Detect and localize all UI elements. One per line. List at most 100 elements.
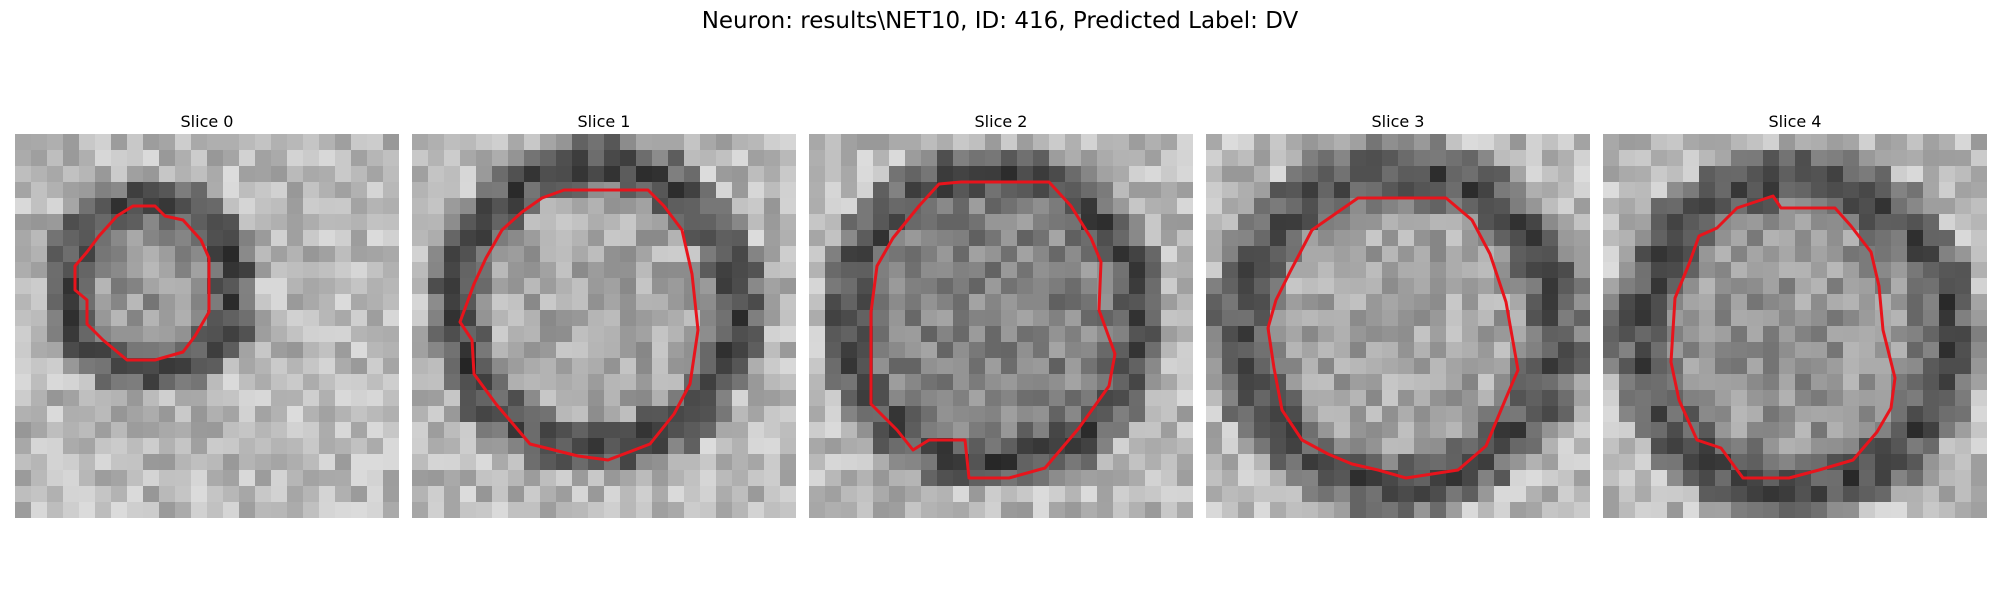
image-pixel (460, 374, 477, 391)
image-pixel (1795, 486, 1812, 503)
image-pixel (255, 422, 272, 439)
image-pixel (1731, 358, 1748, 375)
image-pixel (1462, 438, 1479, 455)
image-pixel (1398, 246, 1415, 263)
image-pixel (1542, 390, 1559, 407)
image-pixel (764, 310, 781, 327)
image-pixel (1113, 374, 1130, 391)
image-pixel (1001, 198, 1018, 215)
image-pixel (1795, 278, 1812, 295)
image-pixel (191, 374, 208, 391)
image-pixel (1462, 182, 1479, 199)
image-pixel (1667, 230, 1684, 247)
image-pixel (351, 294, 368, 311)
image-pixel (1843, 502, 1860, 518)
image-pixel (1542, 422, 1559, 439)
image-pixel (1478, 390, 1495, 407)
image-pixel (1129, 374, 1146, 391)
image-pixel (780, 454, 796, 471)
image-pixel (1398, 182, 1415, 199)
image-pixel (540, 166, 557, 183)
image-pixel (223, 198, 240, 215)
image-pixel (1129, 486, 1146, 503)
image-pixel (460, 406, 477, 423)
image-pixel (921, 262, 938, 279)
image-pixel (1177, 278, 1193, 295)
image-pixel (1446, 166, 1463, 183)
image-pixel (1065, 246, 1082, 263)
image-pixel (1795, 294, 1812, 311)
image-pixel (1843, 438, 1860, 455)
image-pixel (1017, 502, 1034, 518)
image-pixel (1033, 310, 1050, 327)
image-pixel (1222, 150, 1239, 167)
image-pixel (841, 326, 858, 343)
image-pixel (79, 502, 96, 518)
image-pixel (1651, 134, 1668, 151)
image-pixel (351, 342, 368, 359)
image-pixel (764, 454, 781, 471)
image-pixel (873, 166, 890, 183)
image-pixel (780, 374, 796, 391)
image-pixel (905, 438, 922, 455)
image-pixel (1574, 278, 1590, 295)
image-pixel (1334, 438, 1351, 455)
slice-panel-1: Slice 1 (412, 110, 796, 518)
image-pixel (223, 374, 240, 391)
slice-panel-3: Slice 3 (1206, 110, 1590, 518)
image-pixel (444, 310, 461, 327)
image-pixel (460, 134, 477, 151)
image-pixel (428, 486, 445, 503)
image-pixel (1859, 214, 1876, 231)
image-pixel (1254, 406, 1271, 423)
image-pixel (1350, 182, 1367, 199)
image-pixel (985, 502, 1002, 518)
slice-image (1603, 134, 1987, 518)
image-pixel (780, 230, 796, 247)
image-pixel (1350, 342, 1367, 359)
image-pixel (15, 278, 32, 295)
image-pixel (223, 486, 240, 503)
image-pixel (303, 278, 320, 295)
image-pixel (271, 246, 288, 263)
image-pixel (1177, 390, 1193, 407)
image-pixel (1811, 310, 1828, 327)
image-pixel (79, 230, 96, 247)
image-pixel (1494, 486, 1511, 503)
image-pixel (287, 326, 304, 343)
image-pixel (1542, 294, 1559, 311)
image-pixel (1859, 470, 1876, 487)
image-pixel (1891, 390, 1908, 407)
image-pixel (1891, 438, 1908, 455)
image-pixel (1081, 198, 1098, 215)
image-pixel (1683, 390, 1700, 407)
image-pixel (985, 166, 1002, 183)
image-pixel (764, 134, 781, 151)
image-pixel (841, 246, 858, 263)
image-pixel (780, 214, 796, 231)
image-pixel (889, 390, 906, 407)
image-pixel (953, 326, 970, 343)
image-pixel (1971, 374, 1987, 391)
image-pixel (636, 326, 653, 343)
image-pixel (1558, 182, 1575, 199)
image-pixel (1302, 278, 1319, 295)
slice-image (15, 134, 399, 518)
image-pixel (1939, 454, 1956, 471)
image-pixel (1779, 198, 1796, 215)
image-pixel (1446, 502, 1463, 518)
image-pixel (1731, 134, 1748, 151)
image-pixel (1222, 230, 1239, 247)
image-pixel (937, 262, 954, 279)
image-pixel (287, 278, 304, 295)
image-pixel (1049, 342, 1066, 359)
image-pixel (889, 310, 906, 327)
image-pixel (1129, 390, 1146, 407)
image-pixel (764, 422, 781, 439)
image-pixel (63, 214, 80, 231)
image-pixel (319, 278, 336, 295)
image-pixel (1097, 246, 1114, 263)
image-pixel (1302, 502, 1319, 518)
image-pixel (1875, 214, 1892, 231)
image-pixel (287, 374, 304, 391)
